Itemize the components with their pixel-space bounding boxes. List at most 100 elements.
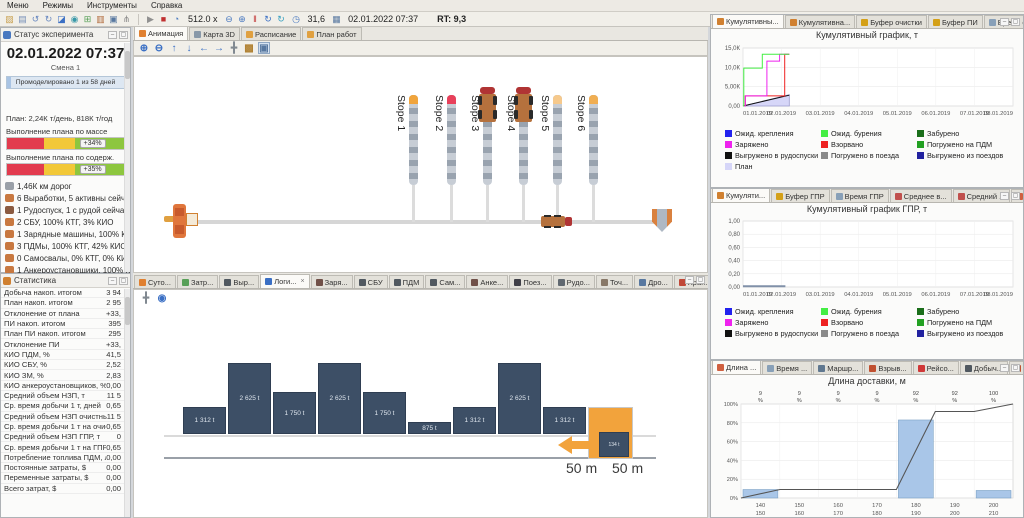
chart-tab[interactable]: Кумуляти... (712, 189, 771, 202)
maximize-button[interactable]: ▢ (1011, 364, 1020, 372)
chart-tab[interactable]: Время ГПР (830, 189, 889, 202)
zoom-in-icon[interactable]: ⊕ (139, 42, 149, 54)
svg-text:02.01.2019: 02.01.2019 (767, 111, 796, 117)
menu-bar: Меню Режимы Инструменты Справка (0, 0, 1024, 12)
team-icon[interactable]: ▥ (96, 13, 105, 24)
stop-icon[interactable]: ■ (160, 13, 167, 24)
tab-label: Буфер ПИ (941, 17, 978, 27)
scrollbar[interactable] (124, 289, 130, 517)
branch-icon[interactable]: ⋔ (122, 13, 131, 24)
chart-tab[interactable]: Добыч... (959, 361, 1009, 374)
minimize-button[interactable]: – (108, 30, 117, 39)
scrollbar-thumb[interactable] (125, 297, 130, 325)
scrollbar[interactable] (124, 43, 130, 272)
minimize-button[interactable]: – (685, 276, 694, 284)
chart-tab[interactable]: Среднее в... (889, 189, 952, 202)
report-tab[interactable]: Суто... × (134, 275, 176, 288)
view-tab[interactable]: Расписание (240, 27, 302, 40)
legend-item: Погружено на ПДМ (917, 317, 1013, 328)
svg-text:150: 150 (756, 511, 766, 516)
minimize-button[interactable]: – (1000, 18, 1009, 26)
chart-tab[interactable]: Буфер ПИ (927, 15, 983, 28)
report-tab[interactable]: Дро... × (634, 275, 673, 288)
zoom-out-icon[interactable]: ⊖ (225, 13, 233, 24)
refresh-icon[interactable]: ↻ (264, 13, 272, 24)
close-icon[interactable]: × (300, 278, 305, 285)
report-tab[interactable]: Поез... × (509, 275, 552, 288)
info-icon[interactable]: ◉ (157, 292, 167, 304)
pan-down-icon[interactable]: ↓ (186, 42, 192, 54)
zoom-in-icon[interactable]: ⊕ (238, 13, 246, 24)
menu-item[interactable]: Справка (150, 1, 183, 10)
report-tab[interactable]: СБУ × (353, 275, 388, 288)
pan-right-icon[interactable]: → (214, 42, 224, 54)
progress-text: Промоделировано 1 из 58 дней (15, 79, 116, 86)
snapshot-icon[interactable]: ▩ (244, 42, 254, 54)
pause-icon[interactable]: ‖ (253, 13, 257, 24)
svg-text:%: % (758, 398, 763, 404)
view-tab[interactable]: Анимация (134, 27, 189, 40)
tab-icon (265, 278, 273, 285)
report-tab[interactable]: Анке... × (466, 275, 509, 288)
chart-tab[interactable]: Маршр... (813, 361, 864, 374)
chart-tab[interactable]: Буфер очистки (856, 15, 927, 28)
chart-tab[interactable]: Кумулятивны... (712, 15, 784, 28)
view-tab[interactable]: План работ (302, 27, 362, 40)
menu-item[interactable]: Инструменты (87, 1, 137, 10)
menu-item[interactable]: Меню (7, 1, 29, 10)
report-tab[interactable]: Заря... × (310, 275, 353, 288)
pan-up-icon[interactable]: ↑ (171, 42, 177, 54)
sync-icon[interactable]: ↻ (277, 13, 285, 24)
zoom-out-icon[interactable]: ⊖ (154, 42, 164, 54)
report-tab[interactable]: Точ... × (595, 275, 634, 288)
bar-segment-red (7, 164, 45, 175)
open-icon[interactable]: ▨ (5, 13, 14, 24)
menu-item[interactable]: Режимы (42, 1, 74, 10)
minimize-button[interactable]: – (1000, 364, 1009, 372)
chart-tab[interactable]: Буфер ГПР (771, 189, 830, 202)
maximize-button[interactable]: ▢ (1011, 18, 1020, 26)
stat-label: КИО ПДМ, % (4, 349, 50, 359)
pan-left-icon[interactable]: ← (199, 42, 209, 54)
minimize-button[interactable]: – (108, 276, 117, 285)
maximize-button[interactable]: ▢ (119, 276, 128, 285)
monitor-icon[interactable]: ▣ (109, 13, 118, 24)
undo-icon[interactable]: ↺ (31, 13, 40, 24)
maximize-button[interactable]: ▢ (696, 276, 705, 284)
legend-item: Заряжено (725, 139, 821, 150)
redo-icon[interactable]: ↻ (44, 13, 53, 24)
report-tab[interactable]: Выр... × (219, 275, 260, 288)
maximize-button[interactable]: ▢ (1011, 192, 1020, 200)
chart-tab[interactable]: Кумулятивна... (784, 15, 856, 28)
camera-lock-icon[interactable]: ▣ (258, 42, 270, 54)
speed-icon[interactable]: ◔ (173, 13, 180, 24)
move-icon[interactable]: ╋ (230, 42, 238, 54)
stope-bar (483, 95, 492, 185)
tab-icon (717, 18, 724, 25)
run-icon[interactable]: ▶ (147, 13, 154, 24)
chart-tab[interactable]: Взрыв... (864, 361, 912, 374)
layers-icon[interactable]: ⊞ (83, 13, 92, 24)
chart-tab[interactable]: Длина ... (712, 361, 762, 374)
report-tab[interactable]: Логи... × (260, 274, 310, 288)
save-icon[interactable]: ▤ (18, 13, 27, 24)
animation-canvas[interactable]: Stope 1 Stope 2 Stope 3 Stope 4 Stope 5 Stope… (133, 56, 708, 273)
stat-label: Добыча накоп. итогом (4, 288, 82, 298)
maximize-button[interactable]: ▢ (119, 30, 128, 39)
report-tab[interactable]: Затр... × (176, 275, 219, 288)
minimize-button[interactable]: – (1000, 192, 1009, 200)
tab-icon (818, 364, 826, 372)
report-tab[interactable]: Сам... × (425, 275, 466, 288)
chart-tab[interactable]: Время ... (762, 361, 813, 374)
report-tab[interactable]: ПДМ × (388, 275, 425, 288)
chart-icon[interactable]: ◪ (57, 13, 66, 24)
globe-icon[interactable]: ◉ (70, 13, 79, 24)
move-icon[interactable]: ╋ (142, 292, 150, 304)
report-tab[interactable]: Рудо... × (552, 275, 595, 288)
view-tab[interactable]: Карта 3D (189, 27, 240, 40)
tab-icon (430, 278, 438, 286)
scrollbar-thumb[interactable] (125, 51, 130, 79)
chart-tab[interactable]: Рейсо... (912, 361, 959, 374)
chart-tab[interactable]: Средний ... (952, 189, 1011, 202)
